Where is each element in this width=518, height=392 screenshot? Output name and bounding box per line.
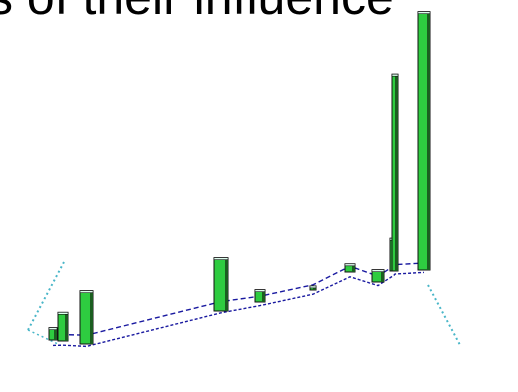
legend-box [76, 22, 182, 94]
bar-4 [213, 257, 229, 312]
bar-3 [79, 290, 94, 345]
axis-x [427, 284, 461, 346]
bar-11 [417, 11, 431, 271]
bar-8 [371, 269, 385, 283]
bar-6 [309, 285, 317, 291]
bar-top-4 [213, 257, 229, 261]
bar-2 [57, 311, 69, 342]
bar-10 [391, 73, 399, 272]
bar-side-7 [352, 263, 355, 272]
bar-side-1 [54, 327, 57, 340]
axes-group [27, 261, 461, 346]
bar-top-10 [391, 73, 399, 77]
chart-title: s of their influence [0, 0, 394, 22]
bar-top-3 [79, 290, 94, 294]
bar-side-11 [427, 11, 430, 270]
series-line-2 [52, 271, 425, 348]
bar-side-3 [90, 290, 93, 344]
bar-5 [254, 289, 266, 303]
bar-top-7 [344, 263, 356, 267]
bar-top-1 [48, 327, 58, 331]
bar-1 [48, 327, 58, 341]
axis-y [27, 329, 61, 346]
bar-top-8 [371, 269, 385, 273]
series-lines-group [52, 262, 425, 348]
bar-top-11 [417, 11, 431, 14]
bar-side-4 [225, 257, 228, 311]
bar-side-8 [381, 269, 384, 282]
bar-top-6 [309, 285, 317, 289]
bar-7 [344, 263, 356, 273]
bar-side-5 [262, 289, 265, 302]
bar-side-10 [395, 74, 398, 271]
series-line-1 [52, 262, 425, 336]
bottom-panel [22, 352, 254, 392]
bar-top-2 [57, 311, 69, 315]
bar-side-2 [65, 312, 68, 341]
bars-group [48, 11, 431, 345]
bar-top-5 [254, 289, 266, 293]
